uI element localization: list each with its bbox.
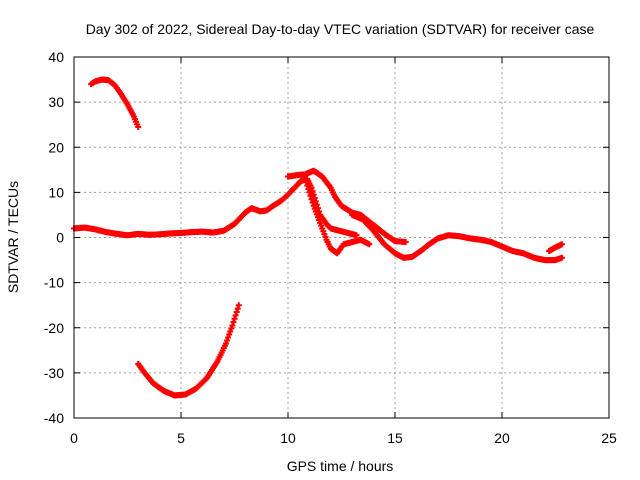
data-point <box>232 312 239 319</box>
data-point <box>226 331 233 338</box>
grid-lines <box>74 57 609 418</box>
y-tick-label: 20 <box>48 139 64 155</box>
data-point <box>224 337 231 344</box>
data-point <box>308 184 315 191</box>
data-point <box>229 322 236 329</box>
data-point <box>302 175 309 182</box>
series-baseline-main <box>71 175 360 239</box>
data-point <box>402 239 409 246</box>
x-tick-label: 25 <box>601 430 617 446</box>
data-point <box>312 198 319 205</box>
x-axis-label: GPS time / hours <box>287 458 394 474</box>
axis-ticks: 0 5 10 15 20 25 -40 -30 -20 -10 0 10 20 30 40 <box>44 49 617 446</box>
y-tick-label: -30 <box>44 365 64 381</box>
x-tick-label: 15 <box>387 430 403 446</box>
chart-title: Day 302 of 2022, Sidereal Day-to-day VTE… <box>86 21 595 37</box>
y-tick-label: 10 <box>48 184 64 200</box>
x-tick-label: 20 <box>494 430 510 446</box>
series-stub-late <box>546 241 565 255</box>
data-point <box>135 123 142 130</box>
data-point <box>230 319 237 326</box>
data-point <box>227 328 234 335</box>
data-point <box>303 179 310 186</box>
data-point <box>304 182 311 189</box>
data-point <box>309 188 316 195</box>
y-tick-label: 0 <box>56 230 64 246</box>
data-point <box>558 241 565 248</box>
data-point <box>558 254 565 261</box>
data-point <box>231 315 238 322</box>
y-tick-label: -40 <box>44 410 64 426</box>
series-arc-night <box>349 211 565 264</box>
data-point <box>313 201 320 208</box>
series-arc-evening-lower <box>302 175 373 257</box>
x-tick-label: 5 <box>177 430 185 446</box>
data-point <box>310 191 317 198</box>
data-point <box>235 302 242 309</box>
data-point <box>233 308 240 315</box>
y-tick-label: -20 <box>44 320 64 336</box>
series-arc-bottom-u <box>135 302 242 399</box>
data-point <box>234 305 241 312</box>
data-point <box>366 241 373 248</box>
data-point <box>305 185 312 192</box>
data-point <box>307 192 314 199</box>
x-tick-label: 10 <box>280 430 296 446</box>
data-point <box>309 199 316 206</box>
data-point <box>311 195 318 202</box>
y-tick-label: 30 <box>48 94 64 110</box>
data-point <box>306 189 313 196</box>
y-axis-label: SDTVAR / TECUs <box>5 181 21 293</box>
data-point <box>228 325 235 332</box>
series-arc-top-left <box>88 76 142 130</box>
data-point <box>308 196 315 203</box>
y-tick-label: 40 <box>48 49 64 65</box>
data-point <box>225 334 232 341</box>
data-series <box>71 76 565 399</box>
data-point <box>353 232 360 239</box>
x-tick-label: 0 <box>70 430 78 446</box>
y-tick-label: -10 <box>44 275 64 291</box>
data-point <box>222 340 229 347</box>
